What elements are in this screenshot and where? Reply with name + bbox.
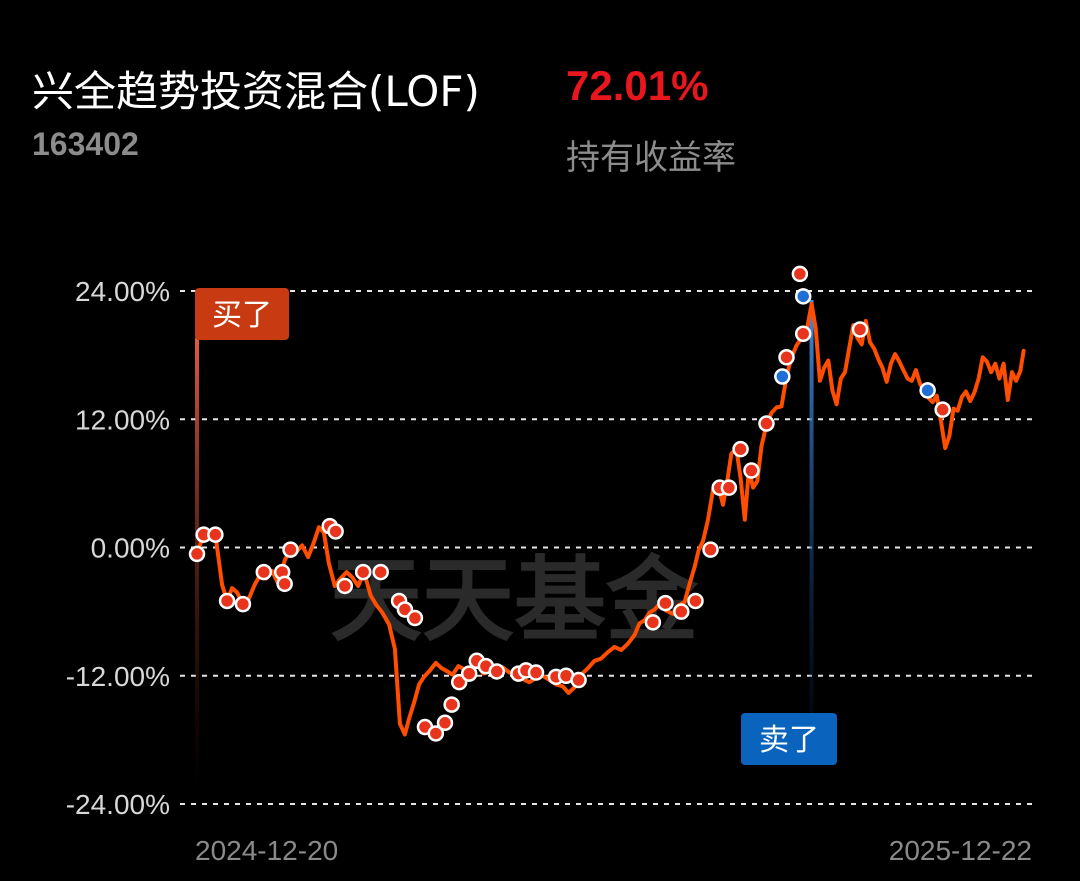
- buy-point: [702, 541, 719, 558]
- buy-point: [188, 545, 206, 563]
- series-line: [195, 301, 1026, 737]
- buy-marker-line: [195, 338, 199, 790]
- buy-marker-badge: [195, 288, 289, 340]
- holding-return-label: 持有收益率: [566, 138, 736, 178]
- buy-point: [276, 575, 293, 593]
- buy-point: [436, 714, 454, 732]
- buy-point: [758, 415, 775, 432]
- buy-point: [372, 563, 389, 581]
- y-tick-label: 0.00%: [91, 533, 170, 564]
- buy-point: [673, 603, 690, 620]
- buy-point: [743, 462, 760, 479]
- fund-name: 兴全趋势投资混合(LOF): [32, 67, 480, 116]
- sell-point: [774, 368, 791, 385]
- x-axis-labels: 2024-12-20 2025-12-22: [195, 835, 1032, 866]
- trade-dots: [188, 265, 951, 742]
- buy-point: [570, 671, 587, 689]
- y-tick-label: 12.00%: [75, 404, 170, 435]
- x-tick-label-start: 2024-12-20: [195, 835, 338, 866]
- buy-point: [720, 479, 738, 496]
- buy-point: [207, 526, 224, 543]
- buy-point: [354, 563, 372, 581]
- buy-point: [218, 592, 236, 610]
- buy-point: [234, 595, 252, 613]
- buy-point: [282, 541, 299, 558]
- buy-point: [443, 696, 460, 713]
- buy-point: [791, 265, 809, 283]
- buy-point: [732, 440, 749, 458]
- y-tick-label: -12.00%: [66, 661, 170, 692]
- x-tick-label-end: 2025-12-22: [889, 835, 1032, 866]
- buy-point: [527, 664, 545, 681]
- watermark-text: 天天基金: [330, 547, 699, 654]
- sell-marker-line: [809, 300, 814, 714]
- buy-marker-label: 买了: [212, 298, 272, 333]
- fund-code: 163402: [32, 126, 139, 162]
- sell-marker-badge: [741, 713, 837, 765]
- sell-marker-label: 卖了: [759, 723, 819, 758]
- y-tick-label: -24.00%: [66, 789, 170, 820]
- buy-point: [488, 663, 506, 680]
- sell-point: [919, 382, 936, 399]
- buy-point: [934, 401, 951, 418]
- buy-point: [327, 523, 344, 540]
- buy-point: [644, 614, 662, 631]
- buy-point: [687, 592, 704, 610]
- buy-point: [255, 563, 273, 581]
- series-line-layer: [195, 301, 1026, 737]
- buy-point: [460, 665, 478, 682]
- buy-point: [794, 325, 812, 342]
- buy-point: [406, 609, 424, 627]
- buy-point: [851, 321, 869, 338]
- sell-point: [794, 288, 812, 305]
- buy-point: [336, 577, 354, 595]
- buy-point: [778, 349, 795, 366]
- buy-point: [657, 594, 674, 612]
- y-axis-labels: 24.00% 12.00% 0.00% -12.00% -24.00%: [66, 276, 170, 820]
- holding-return-value: 72.01%: [566, 62, 709, 109]
- y-tick-label: 24.00%: [75, 276, 170, 307]
- buy-point: [427, 725, 445, 742]
